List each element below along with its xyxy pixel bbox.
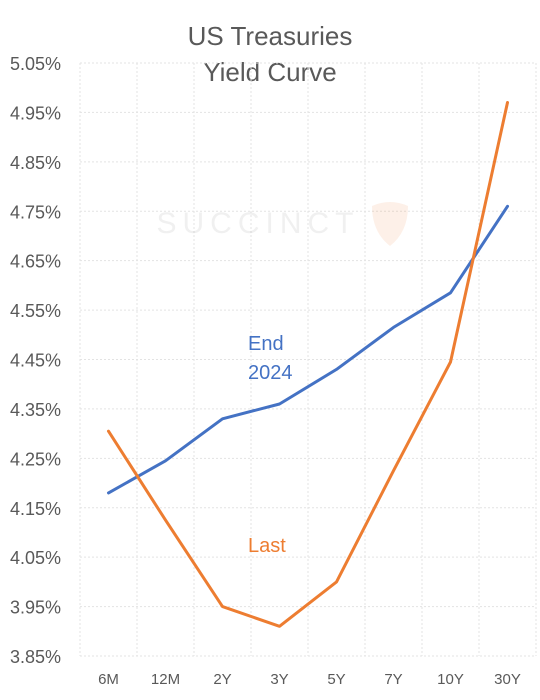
watermark-text: SUCCINCT <box>157 207 360 240</box>
x-tick-label: 30Y <box>494 671 521 688</box>
y-tick-label: 4.15% <box>10 499 61 519</box>
series-lines <box>107 101 509 628</box>
x-tick-label: 12M <box>151 671 180 688</box>
series-label: Last <box>248 535 286 557</box>
y-tick-label: 4.75% <box>10 202 61 222</box>
chart-title-line-2: Yield Curve <box>203 57 337 87</box>
watermark-shield-icon <box>372 202 408 246</box>
y-tick-label: 5.05% <box>10 54 61 74</box>
series-labels: End 2024 Last <box>248 333 293 557</box>
y-tick-label: 4.45% <box>10 351 61 371</box>
series-line-end-2024 <box>107 204 509 495</box>
y-tick-label: 3.95% <box>10 598 61 618</box>
x-tick-label: 3Y <box>270 671 288 688</box>
watermark: SUCCINCT <box>157 202 408 246</box>
x-tick-label: 6M <box>98 671 119 688</box>
y-axis-tick-labels: 5.05% 4.95% 4.85% 4.75% 4.65% 4.55% 4.45% 4.35%… <box>10 54 61 667</box>
y-tick-label: 4.85% <box>10 153 61 173</box>
y-tick-label: 4.05% <box>10 548 61 568</box>
y-tick-label: 4.95% <box>10 103 61 123</box>
x-tick-label: 10Y <box>437 671 464 688</box>
chart-title-line-1: US Treasuries <box>187 21 353 51</box>
x-tick-label: 7Y <box>384 671 402 688</box>
x-tick-label: 2Y <box>213 671 231 688</box>
y-tick-label: 4.65% <box>10 252 61 272</box>
series-label: 2024 <box>248 362 293 384</box>
y-tick-label: 4.55% <box>10 301 61 321</box>
x-axis-tick-labels: 6M 12M 2Y 3Y 5Y 7Y 10Y 30Y <box>98 671 521 688</box>
gridlines <box>79 62 537 657</box>
series-line-last <box>107 101 509 628</box>
y-tick-label: 3.85% <box>10 647 61 667</box>
y-tick-label: 4.25% <box>10 449 61 469</box>
x-tick-label: 5Y <box>327 671 345 688</box>
y-tick-label: 4.35% <box>10 400 61 420</box>
series-label: End <box>248 333 284 355</box>
